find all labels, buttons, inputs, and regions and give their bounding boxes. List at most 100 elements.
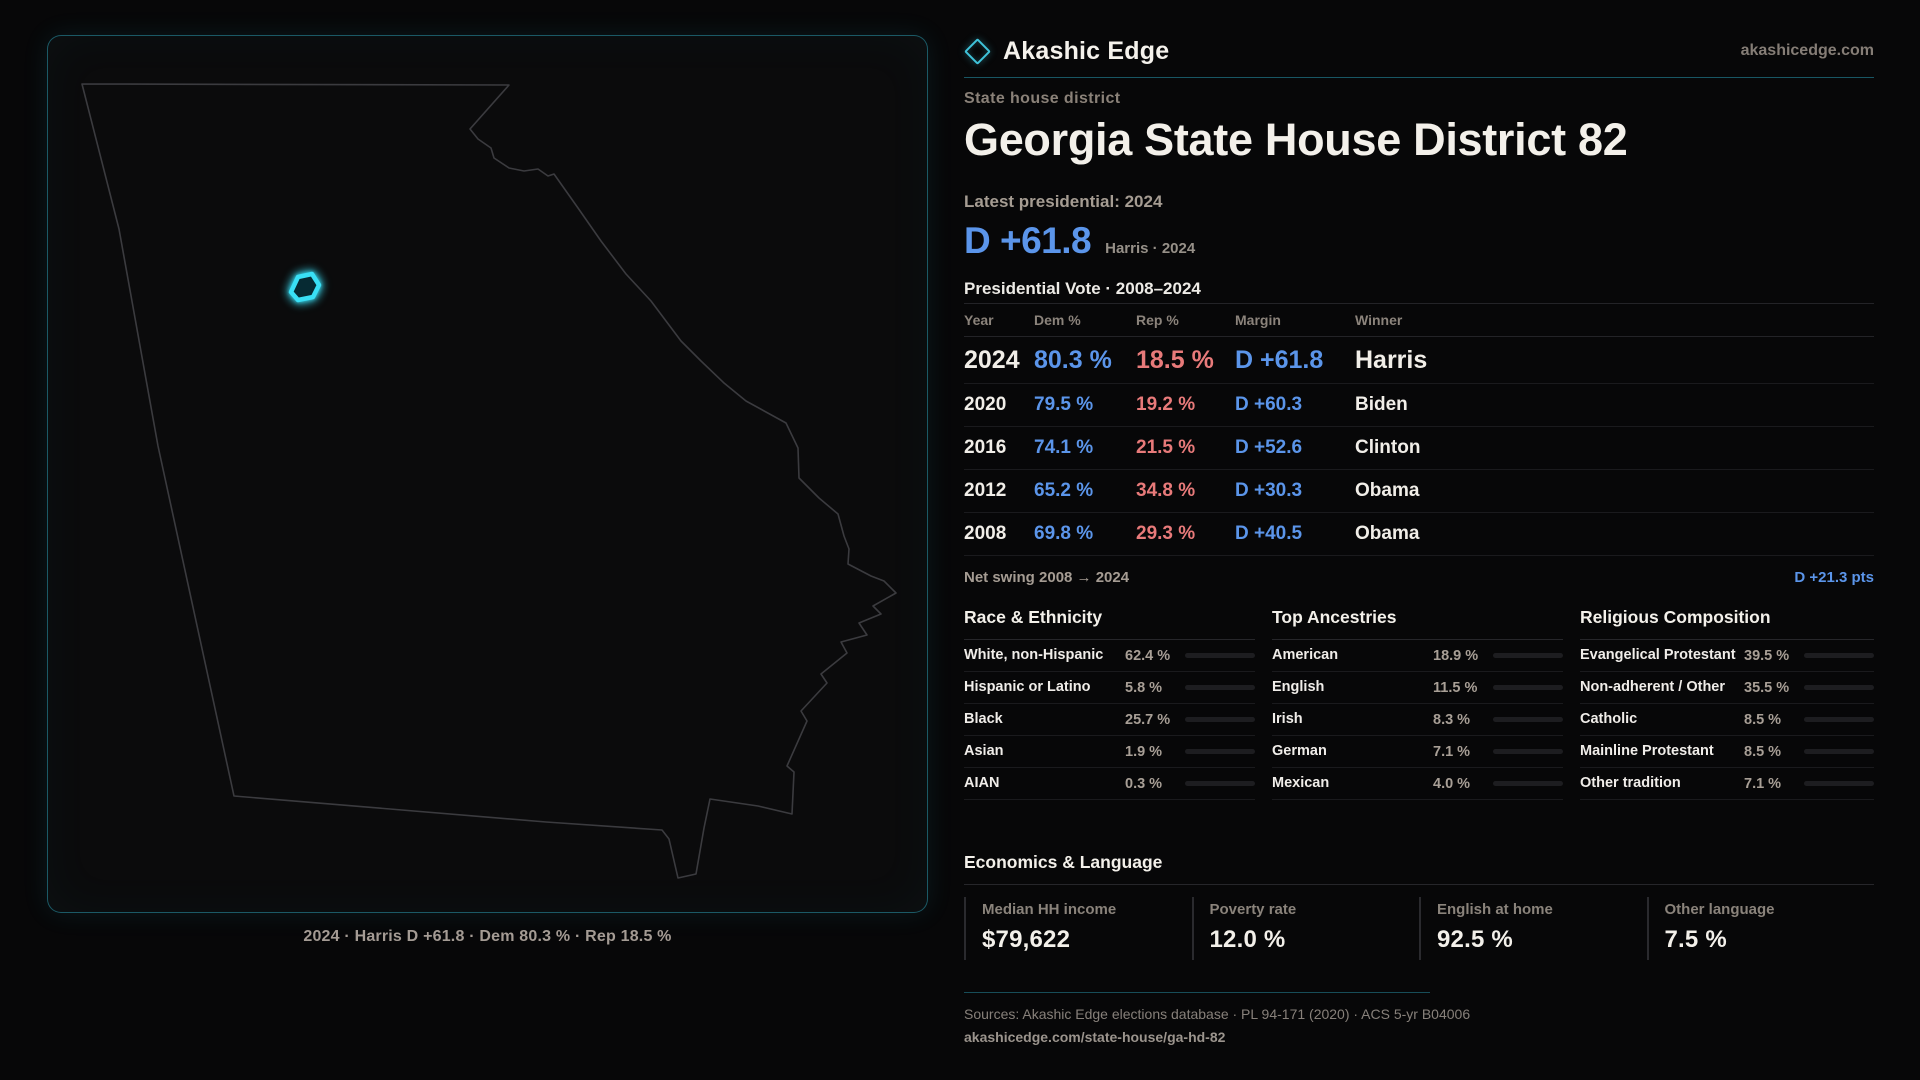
cell-year: 2020: [964, 394, 1007, 415]
list-item: American 18.9 %: [1272, 640, 1563, 672]
net-swing-label: Net swing 2008 → 2024: [964, 568, 1130, 586]
detail-panel: Akashic Edge akashicedge.com State house…: [964, 0, 1874, 1080]
stat-median-hh-income: Median HH income $79,622: [964, 897, 1192, 960]
list-item: English 11.5 %: [1272, 672, 1563, 704]
akashic-edge-diamond-icon: [964, 37, 991, 65]
cell-winner: Biden: [1355, 394, 1408, 415]
demo-label: White, non-Hispanic: [964, 647, 1104, 664]
demo-value: 8.5 %: [1744, 743, 1782, 760]
header-divider: [964, 77, 1874, 78]
col-dem: Dem %: [1034, 312, 1081, 328]
demo-label: Other tradition: [1580, 775, 1681, 792]
demo-value: 62.4 %: [1125, 647, 1171, 664]
demo-value: 5.8 %: [1125, 679, 1163, 696]
demo-bar: [1493, 653, 1563, 658]
economics-stats-row: Median HH income $79,622 Poverty rate 12…: [964, 897, 1874, 960]
map-panel: [47, 35, 928, 913]
list-item: Irish 8.3 %: [1272, 704, 1563, 736]
brand-row: Akashic Edge akashicedge.com: [964, 34, 1874, 68]
latest-presidential-label: Latest presidential: 2024: [964, 192, 1163, 211]
demo-value: 0.3 %: [1125, 775, 1163, 792]
demo-value: 1.9 %: [1125, 743, 1163, 760]
demo-label: Mexican: [1272, 775, 1330, 792]
demo-label: Hispanic or Latino: [964, 679, 1091, 696]
cell-dem: 65.2 %: [1034, 480, 1094, 501]
demo-value: 4.0 %: [1433, 775, 1471, 792]
stat-value: 7.5 %: [1664, 926, 1727, 953]
demo-bar: [1185, 653, 1255, 658]
demo-bar: [1804, 781, 1874, 786]
list-item: Mexican 4.0 %: [1272, 768, 1563, 800]
demo-value: 7.1 %: [1433, 743, 1471, 760]
list-item: White, non-Hispanic 62.4 %: [964, 640, 1255, 672]
cell-margin: D +40.5: [1235, 523, 1303, 544]
cell-winner: Clinton: [1355, 437, 1421, 458]
sources-text: Sources: Akashic Edge elections database…: [964, 1006, 1471, 1022]
table-row: 2008 69.8 % 29.3 % D +40.5 Obama: [964, 513, 1874, 556]
demo-label: AIAN: [964, 775, 1000, 792]
cell-rep: 29.3 %: [1136, 523, 1196, 544]
net-swing-row: Net swing 2008 → 2024 D +21.3 pts: [964, 556, 1874, 598]
section-title: Religious Composition: [1580, 600, 1874, 640]
district-82-shape[interactable]: [288, 271, 322, 303]
cell-dem: 80.3 %: [1034, 345, 1112, 374]
list-item: Hispanic or Latino 5.8 %: [964, 672, 1255, 704]
stat-value: $79,622: [982, 926, 1071, 953]
cell-margin: D +60.3: [1235, 394, 1303, 415]
cell-winner: Harris: [1355, 345, 1428, 374]
demo-bar: [1493, 717, 1563, 722]
cell-dem: 74.1 %: [1034, 437, 1094, 458]
site-link[interactable]: akashicedge.com: [1740, 42, 1874, 59]
demo-value: 35.5 %: [1744, 679, 1790, 696]
table-row: 2016 74.1 % 21.5 % D +52.6 Clinton: [964, 427, 1874, 470]
demo-label: Evangelical Protestant: [1580, 647, 1736, 664]
race-ethnicity-section: Race & Ethnicity White, non-Hispanic 62.…: [964, 600, 1255, 800]
demo-bar: [1185, 717, 1255, 722]
demo-bar: [1804, 717, 1874, 722]
stat-poverty-rate: Poverty rate 12.0 %: [1191, 897, 1420, 960]
headline-margin-value: D +61.8: [964, 220, 1092, 261]
demo-value: 8.5 %: [1744, 711, 1782, 728]
permalink[interactable]: akashicedge.com/state-house/ga-hd-82: [964, 1029, 1226, 1045]
cell-margin: D +30.3: [1235, 480, 1303, 501]
section-title: Race & Ethnicity: [964, 600, 1255, 640]
demographics-grid: Race & Ethnicity White, non-Hispanic 62.…: [964, 600, 1874, 800]
list-item: Asian 1.9 %: [964, 736, 1255, 768]
stat-other-language: Other language 7.5 %: [1646, 897, 1875, 960]
stat-label: Median HH income: [982, 901, 1117, 918]
footer-divider: [964, 992, 1430, 993]
col-winner: Winner: [1355, 312, 1403, 328]
demo-label: Black: [964, 711, 1003, 728]
list-item: Mainline Protestant 8.5 %: [1580, 736, 1874, 768]
col-rep: Rep %: [1136, 312, 1179, 328]
demo-value: 18.9 %: [1433, 647, 1479, 664]
list-item: Other tradition 7.1 %: [1580, 768, 1874, 800]
cell-dem: 69.8 %: [1034, 523, 1094, 544]
ancestries-section: Top Ancestries American 18.9 % English 1…: [1272, 600, 1563, 800]
results-header-row: Year Dem % Rep % Margin Winner: [964, 304, 1874, 337]
demo-bar: [1493, 749, 1563, 754]
demo-value: 7.1 %: [1744, 775, 1782, 792]
demo-label: Catholic: [1580, 711, 1638, 728]
cell-winner: Obama: [1355, 480, 1420, 501]
col-margin: Margin: [1235, 312, 1281, 328]
cell-rep: 34.8 %: [1136, 480, 1196, 501]
list-item: German 7.1 %: [1272, 736, 1563, 768]
cell-rep: 21.5 %: [1136, 437, 1196, 458]
presidential-results-table: Year Dem % Rep % Margin Winner 2024 80.3…: [964, 303, 1874, 598]
cell-winner: Obama: [1355, 523, 1420, 544]
demo-bar: [1185, 685, 1255, 690]
col-year: Year: [964, 312, 994, 328]
headline-margin-note: Harris · 2024: [1105, 240, 1196, 257]
brand-name: Akashic Edge: [1003, 36, 1170, 65]
stat-label: Other language: [1664, 901, 1775, 918]
cell-margin: D +61.8: [1235, 345, 1324, 374]
demo-bar: [1493, 781, 1563, 786]
stat-value: 12.0 %: [1209, 926, 1286, 953]
demo-bar: [1185, 781, 1255, 786]
footer: Sources: Akashic Edge elections database…: [964, 992, 1874, 1047]
demo-bar: [1804, 685, 1874, 690]
section-title: Economics & Language: [964, 845, 1874, 885]
demo-label: Asian: [964, 743, 1004, 760]
religion-section: Religious Composition Evangelical Protes…: [1580, 600, 1874, 800]
